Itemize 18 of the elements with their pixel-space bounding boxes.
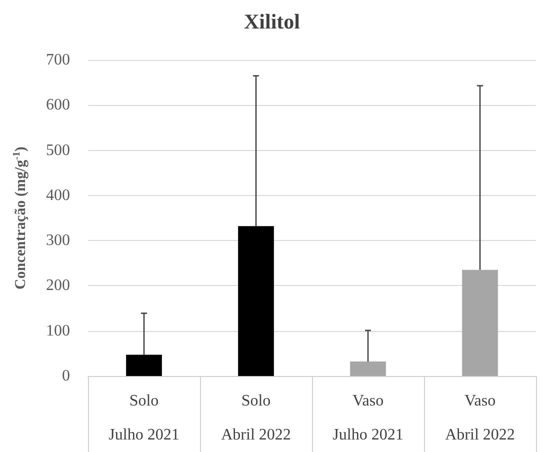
y-axis-title: Concentração (mg/g-1) bbox=[12, 146, 29, 290]
x-tick-label: Vaso Julho 2021 bbox=[332, 392, 404, 444]
y-tick-label: 200 bbox=[46, 277, 70, 294]
x-tick-label: Solo Julho 2021 bbox=[108, 392, 180, 444]
x-tick-label: Solo Abril 2022 bbox=[221, 392, 291, 444]
bar bbox=[350, 362, 386, 376]
x-tick-label: Vaso Abril 2022 bbox=[445, 392, 515, 444]
y-tick-label: 100 bbox=[46, 322, 70, 340]
y-tick-label: 300 bbox=[46, 232, 70, 250]
chart-title: Xilitol bbox=[244, 10, 300, 34]
bar bbox=[462, 270, 498, 376]
y-tick-label: 600 bbox=[46, 96, 70, 114]
y-tick-label: 0 bbox=[62, 368, 70, 384]
y-tick-label: 700 bbox=[46, 52, 70, 68]
y-tick-label: 500 bbox=[46, 142, 70, 159]
y-tick-label: 400 bbox=[46, 186, 70, 204]
bar bbox=[238, 226, 274, 376]
bar bbox=[126, 354, 162, 376]
